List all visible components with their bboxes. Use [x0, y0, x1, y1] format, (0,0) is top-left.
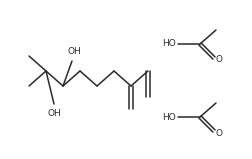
Text: O: O: [215, 55, 222, 65]
Text: OH: OH: [67, 48, 81, 56]
Text: HO: HO: [162, 113, 175, 121]
Text: O: O: [215, 128, 222, 138]
Text: OH: OH: [47, 108, 61, 118]
Text: HO: HO: [162, 39, 175, 48]
